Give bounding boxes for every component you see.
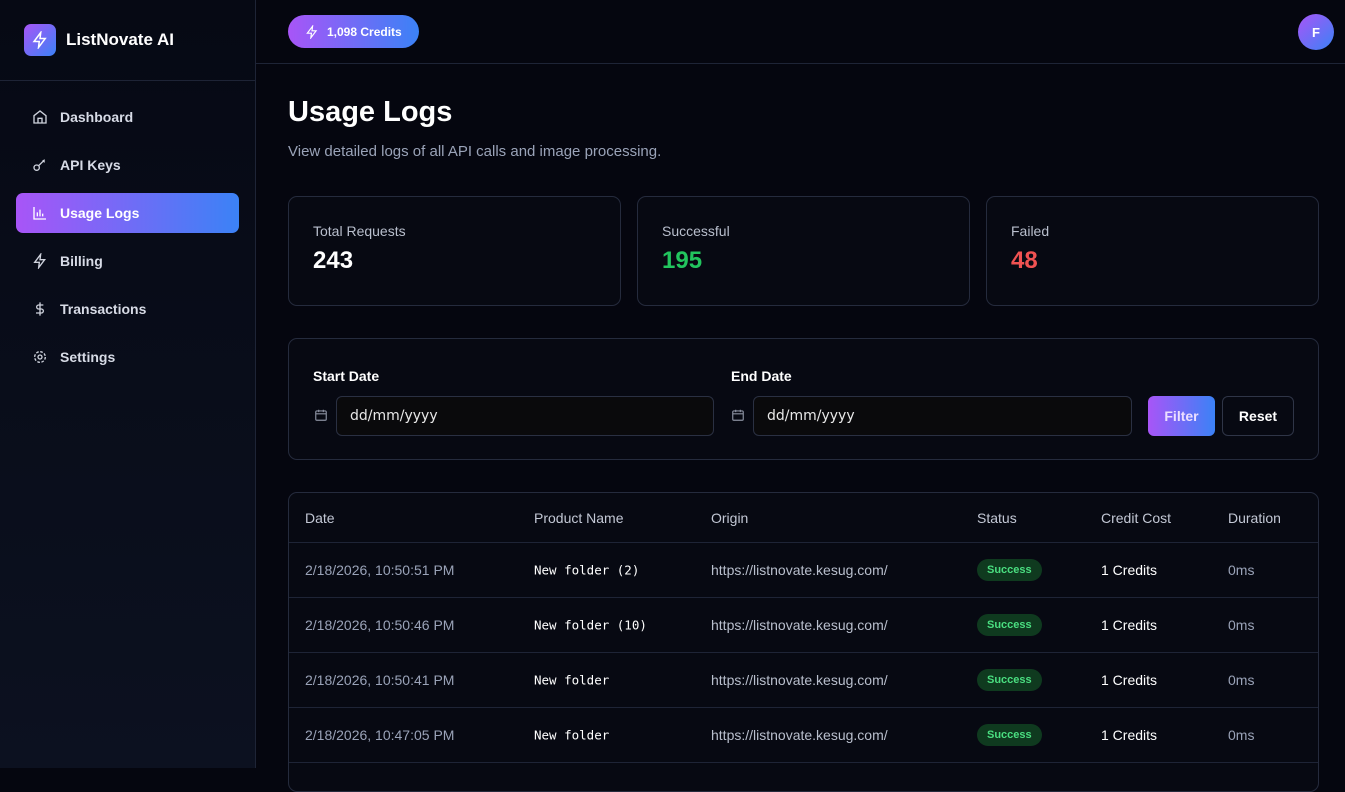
zap-icon (33, 253, 46, 269)
column-header[interactable]: Duration (1228, 509, 1281, 526)
product-name-cell: New folder (534, 672, 610, 688)
reset-button[interactable]: Reset (1222, 396, 1294, 436)
end-date-label: End Date (731, 368, 792, 384)
zap-logo-icon (24, 24, 56, 56)
sidebar-item-label: Dashboard (60, 109, 134, 125)
home-icon (33, 110, 47, 124)
top-bar: 1,098 Credits F (256, 0, 1345, 64)
column-header[interactable]: Status (977, 509, 1017, 526)
table-row[interactable]: 2/18/2026, 10:50:41 PM New folder https://… (289, 653, 1318, 708)
stat-value: 195 (662, 247, 703, 274)
duration-cell: 0ms (1228, 727, 1255, 743)
status-badge: Success (977, 614, 1042, 636)
credit-cost-cell: 1 Credits (1101, 617, 1158, 633)
sidebar-item-label: Settings (60, 349, 116, 365)
stat-value: 48 (1011, 247, 1038, 274)
app-name: ListNovate AI (66, 30, 175, 49)
sidebar-item-settings[interactable]: Settings (16, 337, 239, 377)
credits-count: 1,098 Credits (327, 24, 402, 39)
page-title: Usage Logs (288, 96, 453, 128)
origin-cell: https://listnovate.kesug.com/ (711, 617, 888, 633)
filter-button[interactable]: Filter (1148, 396, 1215, 436)
duration-cell: 0ms (1228, 672, 1255, 688)
stat-total-requests: Total Requests 243 (288, 196, 621, 306)
product-name-cell: New folder (534, 727, 610, 743)
stat-label: Total Requests (313, 223, 406, 239)
date-cell: 2/18/2026, 10:50:51 PM (305, 562, 455, 578)
date-cell: 2/18/2026, 10:50:41 PM (305, 672, 455, 688)
status-badge: Success (977, 724, 1042, 746)
column-header[interactable]: Product Name (534, 509, 624, 526)
stat-value: 243 (313, 247, 354, 274)
status-badge: Success (977, 559, 1042, 581)
sidebar-item-label: Usage Logs (60, 205, 140, 221)
date-filter-panel: Start Date dd/mm/yyyy End Date dd/mm/yyy… (288, 338, 1319, 460)
stat-label: Successful (662, 223, 730, 239)
origin-cell: https://listnovate.kesug.com/ (711, 562, 888, 578)
calendar-icon (732, 409, 744, 421)
dollar-icon (36, 302, 44, 316)
table-row[interactable]: 2/18/2026, 10:50:46 PM New folder (10) htt… (289, 598, 1318, 653)
sidebar-item-billing[interactable]: Billing (16, 241, 239, 281)
table-row[interactable]: 2/18/2026, 10:50:51 PM New folder (2) http… (289, 543, 1318, 598)
sidebar-item-label: Billing (60, 253, 103, 269)
credits-badge[interactable]: 1,098 Credits (288, 15, 419, 48)
date-cell: 2/18/2026, 10:50:46 PM (305, 617, 455, 633)
product-name-cell: New folder (10) (534, 617, 647, 633)
key-icon (33, 159, 46, 171)
end-date-input[interactable]: dd/mm/yyyy (753, 396, 1132, 436)
duration-cell: 0ms (1228, 562, 1255, 578)
date-cell: 2/18/2026, 10:47:05 PM (305, 727, 455, 743)
credit-cost-cell: 1 Credits (1101, 672, 1158, 688)
stat-successful: Successful 195 (637, 196, 970, 306)
gear-icon (34, 351, 46, 363)
sidebar-item-usage-logs[interactable]: Usage Logs (16, 193, 239, 233)
product-name-cell: New folder (2) (534, 562, 640, 578)
page-subtitle: View detailed logs of all API calls and … (288, 143, 662, 160)
usage-logs-table: Date Product Name Origin Status Credit Cost D… (288, 492, 1319, 792)
sidebar-item-dashboard[interactable]: Dashboard (16, 97, 239, 137)
sidebar-item-api-keys[interactable]: API Keys (16, 145, 239, 185)
credit-cost-cell: 1 Credits (1101, 727, 1158, 743)
start-date-label: Start Date (313, 368, 380, 384)
avatar[interactable]: F (1298, 14, 1334, 50)
zap-icon (306, 24, 318, 39)
status-badge: Success (977, 669, 1042, 691)
sidebar: ListNovate AI Dashboard API Keys Usage L… (0, 0, 256, 768)
sidebar-item-label: Transactions (60, 301, 147, 317)
stat-label: Failed (1011, 223, 1050, 239)
column-header[interactable]: Origin (711, 509, 749, 526)
bar-chart-icon (33, 207, 46, 220)
table-row[interactable]: 2/18/2026, 10:47:05 PM New folder https://… (289, 708, 1318, 763)
table-header: Date Product Name Origin Status Credit Cost D… (289, 493, 1318, 543)
sidebar-item-transactions[interactable]: Transactions (16, 289, 239, 329)
origin-cell: https://listnovate.kesug.com/ (711, 727, 888, 743)
calendar-icon (315, 409, 327, 421)
sidebar-item-label: API Keys (60, 157, 121, 173)
start-date-input[interactable]: dd/mm/yyyy (336, 396, 714, 436)
column-header[interactable]: Credit Cost (1101, 509, 1172, 526)
origin-cell: https://listnovate.kesug.com/ (711, 672, 888, 688)
credit-cost-cell: 1 Credits (1101, 562, 1158, 578)
duration-cell: 0ms (1228, 617, 1255, 633)
stat-failed: Failed 48 (986, 196, 1319, 306)
column-header[interactable]: Date (305, 509, 335, 526)
brand[interactable]: ListNovate AI (0, 0, 255, 81)
